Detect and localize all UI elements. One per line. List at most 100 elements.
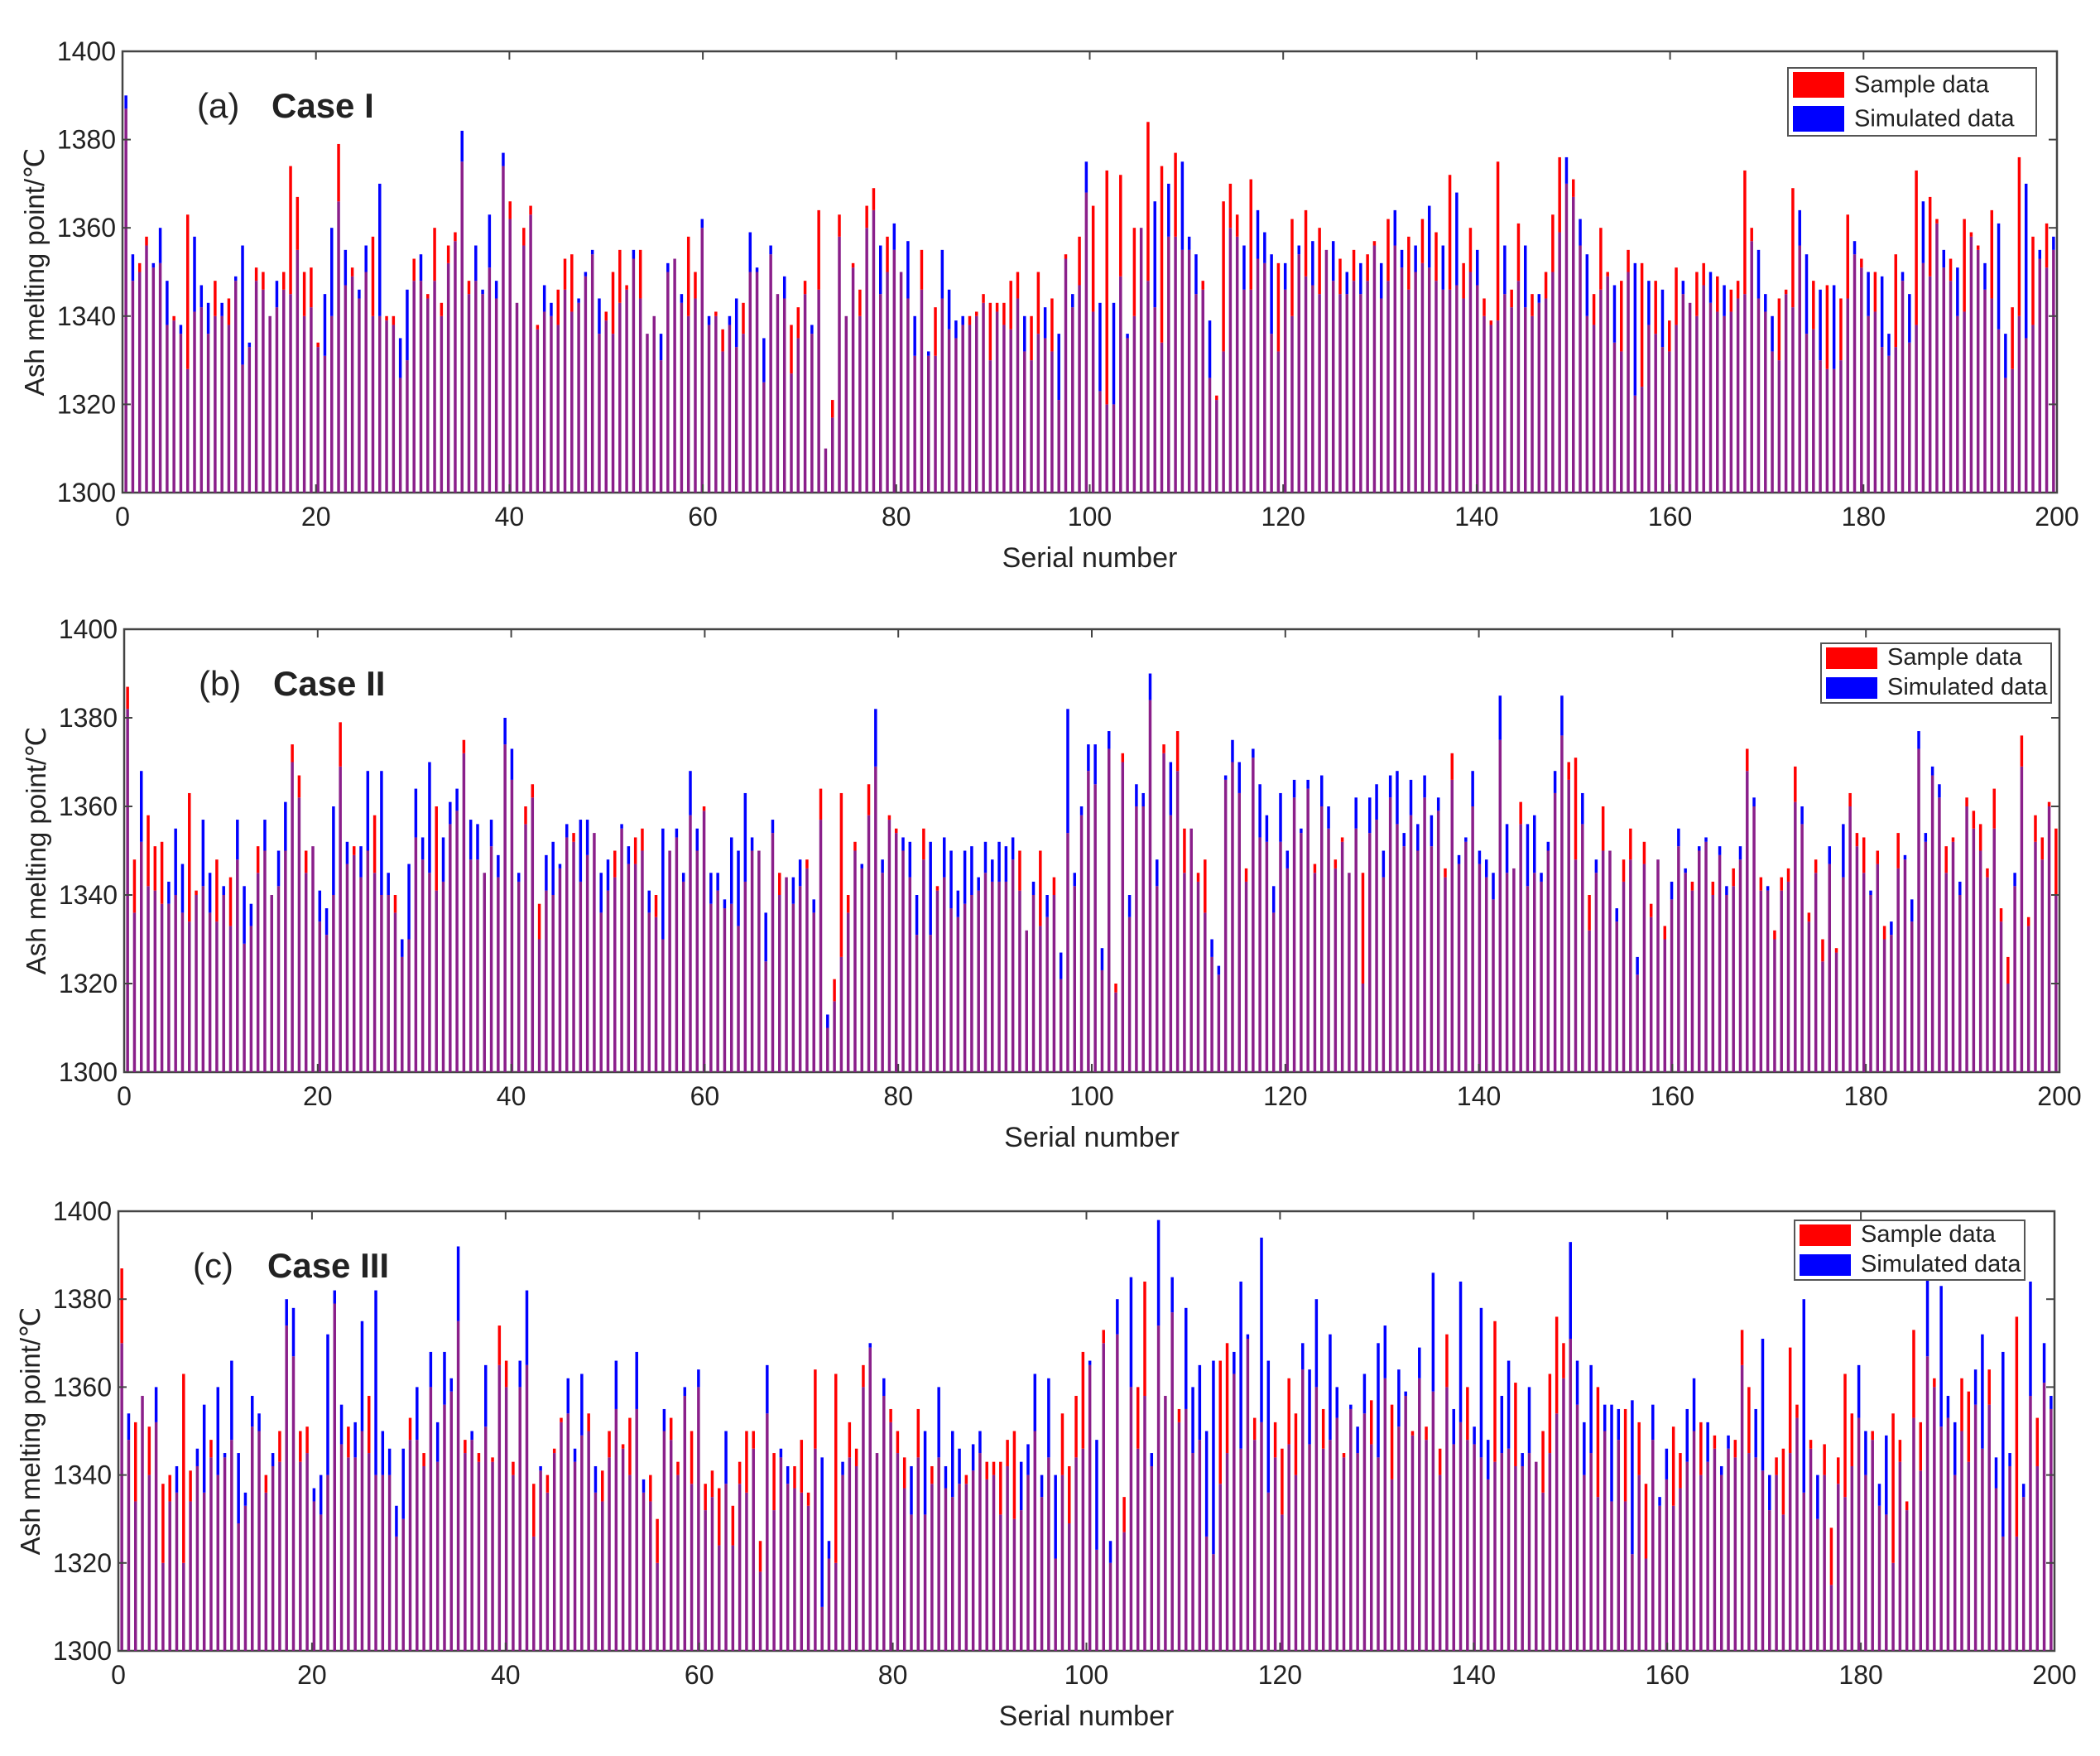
bar-overlap [1498,739,1502,1072]
bar-overlap [1706,1461,1709,1651]
bar-sample [738,1461,742,1484]
bar-simulated [1187,236,1191,250]
bar-simulated [1129,1277,1133,1388]
bar-simulated [666,262,670,272]
x-tick-label: 20 [297,1660,327,1690]
bar-simulated [1725,886,1728,895]
bar-sample [654,895,658,917]
bar-simulated [1500,1396,1504,1454]
bar-overlap [132,912,137,1072]
bar-overlap [484,1426,488,1651]
bar-overlap [1933,1387,1936,1651]
bar-overlap [525,1364,529,1651]
bar-sample [988,302,992,361]
bar-simulated [1505,824,1509,873]
bar-overlap [441,881,445,1072]
bar-overlap [1388,797,1392,1072]
bar-overlap [1917,748,1920,1072]
bar-overlap [604,320,608,493]
bar-sample [1596,1387,1600,1498]
bar-sample [1244,868,1248,882]
plot-area [123,628,2061,1074]
bar-simulated [1231,739,1234,763]
bar-simulated [940,249,944,299]
bar-overlap [254,281,258,493]
bar-sample [1846,214,1849,299]
bar-overlap [517,881,521,1072]
bar-overlap [236,859,239,1072]
bar-simulated [1345,272,1349,295]
bar-overlap [846,912,850,1072]
bar-overlap [1160,342,1164,493]
x-tick-label: 0 [111,1660,126,1690]
y-tick-label: 1380 [59,703,118,733]
bar-overlap [830,417,834,493]
x-tick-label: 140 [1454,502,1498,532]
bar-simulated [734,298,738,348]
bar-overlap [249,926,253,1072]
bar-overlap [2008,1465,2011,1651]
bar-overlap [927,355,930,493]
bar-simulated [908,841,912,878]
bar-simulated [285,1299,288,1326]
bar-overlap [1562,1378,1565,1651]
bar-sample [433,228,436,281]
bar-simulated [1285,850,1290,868]
bar-overlap [1877,1505,1881,1651]
bar-overlap [401,1518,405,1651]
bar-overlap [512,1475,515,1651]
bar-overlap [1208,378,1212,493]
bar-sample [992,1461,996,1475]
bar-sample [1273,1422,1277,1458]
bar-overlap [1006,1465,1009,1651]
bar-overlap [2013,886,2016,1072]
bar-overlap [1553,792,1557,1072]
bar-sample [256,846,260,873]
bar-simulated [1393,209,1397,246]
bar-sample [289,166,292,295]
bar-sample [1462,262,1465,299]
bar-overlap [1153,307,1156,493]
bar-overlap [1143,1396,1146,1651]
bar-overlap [2035,1465,2040,1651]
bar-sample [353,846,356,855]
bar-overlap [1191,1453,1194,1651]
bar-overlap [223,1457,227,1651]
panel-title: Case I [272,86,374,125]
bar-overlap [1521,1465,1524,1651]
bar-simulated [593,1465,598,1493]
bar-overlap [1383,1378,1387,1651]
bar-sample [1434,232,1438,281]
bar-sample [1825,285,1829,369]
bar-overlap [887,820,891,1072]
bar-overlap [851,267,855,493]
bar-overlap [680,302,684,493]
bar-overlap [1320,806,1324,1072]
bar-simulated [1071,294,1074,308]
bar-simulated [1738,846,1742,860]
bar-sample [1290,219,1294,316]
bar-overlap [1283,289,1287,493]
bar-simulated [1939,1286,1943,1427]
bar-overlap [299,1461,302,1651]
bar-sample [1318,228,1321,295]
bar-sample [805,859,809,868]
bar-overlap [1951,841,1955,1072]
bar-sample [385,315,388,321]
bar-overlap [1430,846,1434,1072]
bar-overlap [1944,873,1948,1072]
bar-simulated [2001,1351,2005,1537]
bar-overlap [776,294,780,493]
bar-overlap [1901,281,1905,493]
bar-simulated [1141,792,1145,806]
bar-simulated [1537,294,1541,303]
bar-sample [371,236,375,316]
bar-simulated [2004,334,2007,378]
bar-sample [1839,298,1843,361]
bar-simulated [647,890,651,913]
bar-overlap [778,895,781,1072]
bar-sample [714,311,718,316]
bar-overlap [937,1457,940,1651]
bar-overlap [1677,846,1680,1072]
